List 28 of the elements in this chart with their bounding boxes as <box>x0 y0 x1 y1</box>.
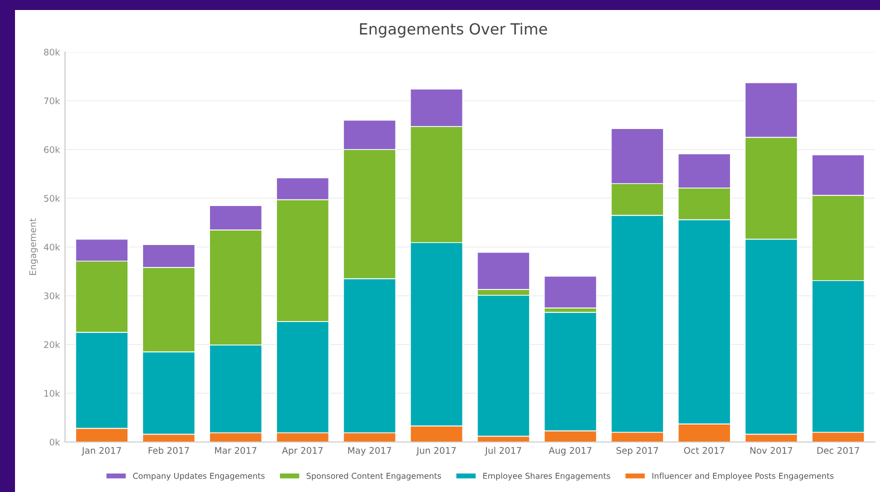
x-tick-label: Mar 2017 <box>215 447 256 454</box>
y-axis-title: Engagement <box>29 218 38 275</box>
y-tick-label: 40k <box>44 244 60 251</box>
y-tick-label: 30k <box>44 292 60 300</box>
y-tick-label: 50k <box>44 194 60 202</box>
legend-label: Company Updates Engagements <box>133 472 265 480</box>
y-tick-label: 60k <box>44 146 60 154</box>
y-tick-label: 0k <box>50 438 60 446</box>
x-tick-label: Sep 2017 <box>616 447 658 456</box>
x-tick-label: Oct 2017 <box>684 447 724 454</box>
chart-title: Engagements Over Time <box>360 22 548 38</box>
y-tick-label: 10k <box>44 390 60 397</box>
x-tick-label: Jan 2017 <box>81 447 121 456</box>
x-tick-label: Feb 2017 <box>148 446 189 454</box>
y-tick-label: 20k <box>44 341 60 348</box>
x-tick-label: Apr 2017 <box>282 447 323 456</box>
x-tick-label: Nov 2017 <box>750 447 792 454</box>
x-tick-label: Dec 2017 <box>817 447 860 454</box>
bar <box>544 276 597 308</box>
legend-label: Influencer and Employee Posts Engagements <box>652 472 834 480</box>
x-tick-label: May 2017 <box>348 447 392 456</box>
x-tick-label: Jul 2017 <box>484 446 522 456</box>
legend-label: Employee Shares Engagements <box>483 472 610 480</box>
x-tick-label: Jun 2017 <box>416 447 456 456</box>
legend-label: Sponsored Content Engagements <box>306 472 442 480</box>
y-tick-label: 80k <box>44 48 60 56</box>
y-tick-label: 70k <box>44 97 60 104</box>
x-tick-label: Aug 2017 <box>548 447 592 456</box>
